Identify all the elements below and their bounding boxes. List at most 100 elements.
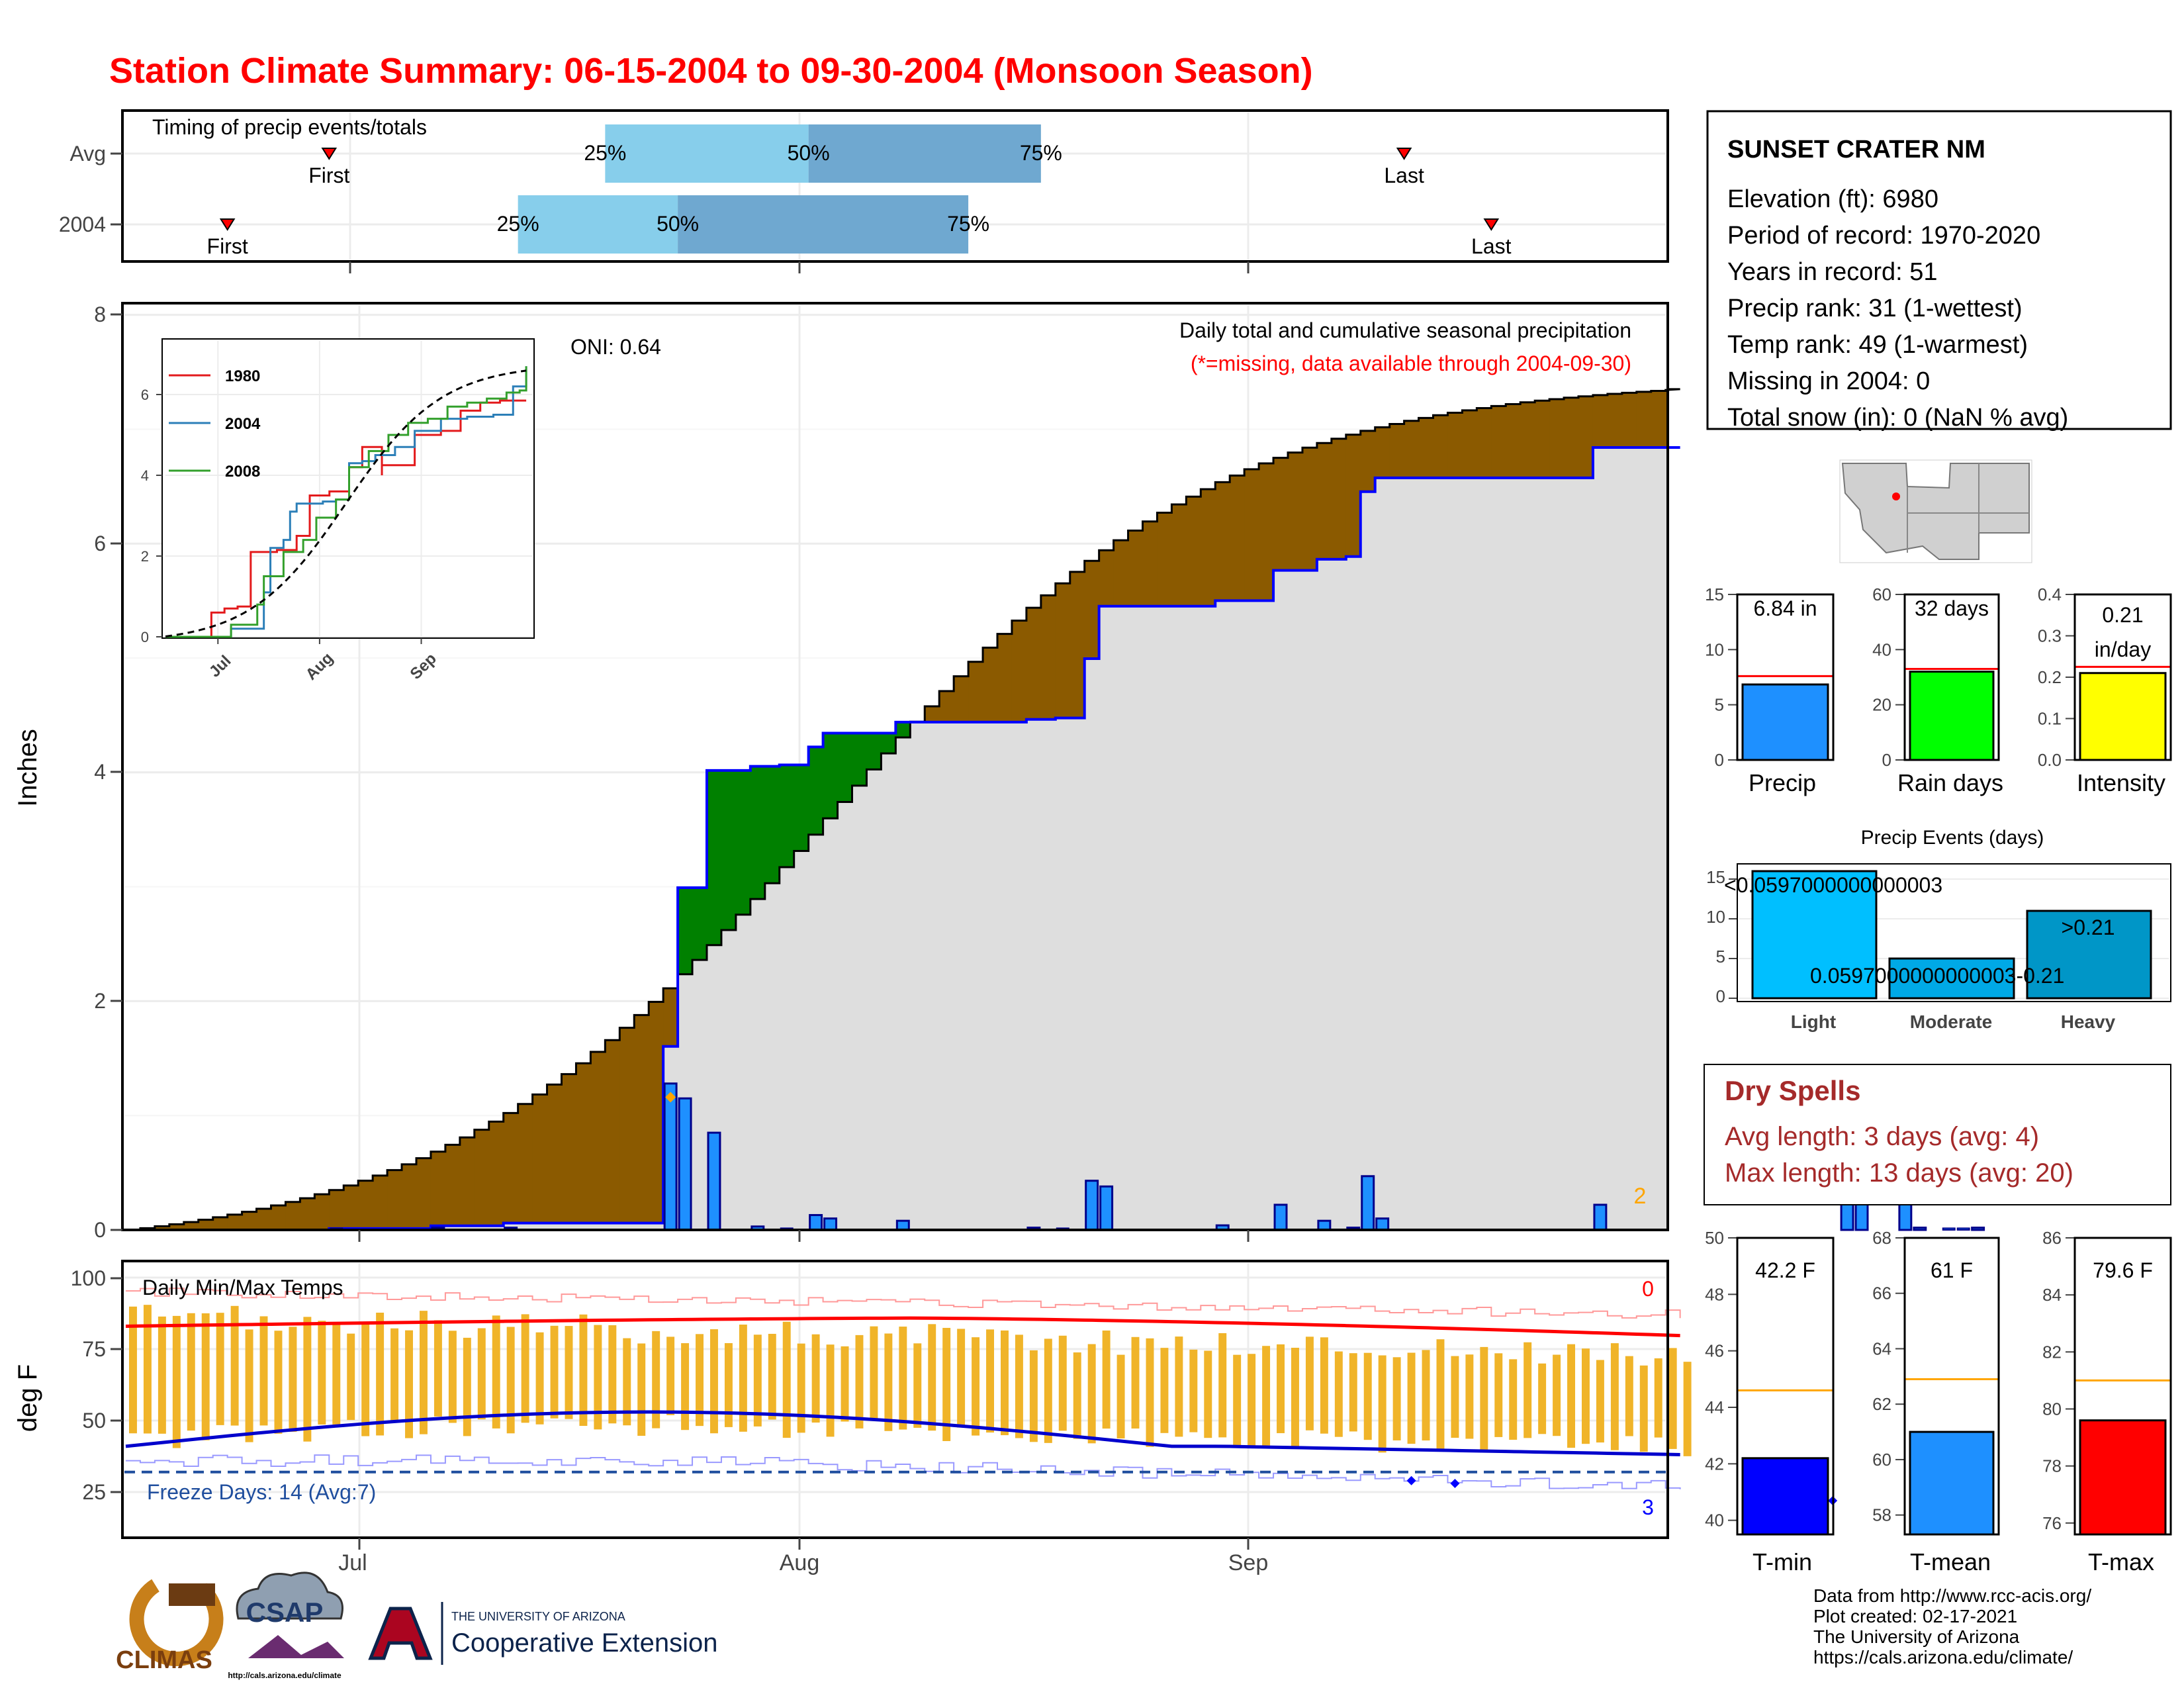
summary-value-label: 32 days [1915,596,1989,620]
daily-temp-bar [289,1327,297,1432]
daily-temp-bar [245,1329,253,1442]
daily-temp-bar [420,1311,428,1434]
temp-summary-value-label: 42.2 F [1755,1258,1815,1282]
daily-temp-bar [390,1328,399,1422]
daily-temp-bar [1436,1339,1445,1450]
below-normal-area [256,1208,271,1230]
above-normal-area [779,765,795,867]
summary-frame [2073,593,2172,761]
temp-summary-ytick: 66 [1872,1284,1891,1303]
temp-summary-bar-2 [2079,1419,2167,1536]
record-low-line [126,1454,1681,1489]
daily-temp-bar [565,1326,573,1419]
below-normal-area [1128,530,1143,606]
daily-temp-bar [768,1333,776,1420]
below-normal-area [1564,397,1579,478]
timing-bar-q1 [518,195,678,254]
daily-temp-bar [1480,1346,1488,1452]
temp-summary-frame [1903,1237,2000,1536]
below-normal-area [1462,410,1477,478]
below-normal-area [1389,424,1405,478]
below-normal-area [373,1175,388,1229]
events-ytick-15: 15 [1706,867,1725,887]
inset-ytick-6: 6 [141,387,149,403]
below-normal-area [503,1113,519,1223]
above-normal-area [823,733,839,819]
temp-count-top: 0 [1642,1277,1654,1301]
temp-summary-ytick: 46 [1705,1341,1724,1361]
daily-temp-bar [1378,1355,1387,1453]
climas-logo: CLIMAS [116,1579,224,1674]
below-normal-area [314,1194,330,1230]
summary-ytick: 60 [1872,585,1891,604]
inset-ytick-0: 0 [141,629,149,645]
below-normal-area [634,1015,649,1223]
daily-temp-bar [1305,1336,1314,1430]
daily-temp-bar [187,1313,195,1431]
temp-summary-value-label: 61 F [1931,1258,1973,1282]
daily-precip-bar [1913,1227,1927,1231]
below-normal-area [242,1211,257,1230]
daily-temp-bar [463,1337,471,1436]
summary-raindays-label: Rain days [1897,769,2003,796]
temp-summary-ytick: 42 [1705,1454,1724,1474]
below-normal-area [1201,489,1216,606]
ua-line1: THE UNIVERSITY OF ARIZONA [451,1610,625,1623]
temp-ytick-75: 75 [82,1337,106,1361]
below-normal-area [488,1121,504,1226]
daily-temp-bar [376,1313,385,1436]
timing-bar-q1 [605,124,809,183]
below-normal-area [547,1084,562,1223]
dry-spells-title: Dry Spells [1725,1075,1860,1106]
dry-spells: Dry Spells Avg length: 3 days (avg: 4) M… [1704,1064,2171,1205]
below-normal-area [1651,391,1666,448]
temp-summary-ytick: 84 [2042,1285,2062,1305]
summary-ytick: 0.0 [2038,750,2062,770]
heavy-event-marker [665,1092,676,1103]
station-precip-rank: Precip rank: 31 (1-wettest) [1727,295,2023,322]
daily-temp-bar [1538,1363,1547,1434]
daily-temp-bar [1349,1353,1357,1432]
summary-bars: 0 5 10 15 6.84 in 0 20 40 60 32 days 0.0 0.1 0.2 0.… [1705,585,2172,796]
timing-panel: 25% 50% 75% First Last 25% 50% 75% First Last Tim… [59,109,1669,273]
above-normal-area [707,770,722,945]
ytick-4: 4 [94,760,106,784]
daily-precip-bar [823,1217,838,1231]
summary-ytick: 40 [1872,639,1891,659]
event-bar-heavy [2026,910,2152,1000]
footer: Data from http://www.rcc-acis.org/ Plot … [1813,1585,2091,1667]
daily-temp-bar [884,1333,893,1431]
summary-frame [1903,593,2000,761]
daily-temp-bar [172,1315,181,1448]
events-light-label: Light [1791,1011,1836,1032]
summary-ytick: 0.4 [2038,585,2062,604]
below-normal-area [1244,469,1259,601]
temp-summary-ytick: 64 [1872,1338,1891,1358]
events-ytick-0: 0 [1716,986,1725,1006]
below-normal-area [169,1224,185,1230]
below-normal-area [1069,571,1085,718]
timing-label: Timing of precip events/totals [152,115,427,139]
daily-temp-bar [1320,1337,1328,1434]
avg-high-line [125,1316,1680,1338]
temp-count-bottom: 3 [1642,1495,1654,1519]
above-normal-area [750,766,766,900]
below-normal-area [1477,408,1492,478]
daily-temp-bar [1277,1344,1285,1434]
ytick-0: 0 [94,1218,106,1242]
below-normal-area [1215,482,1230,601]
temp-summary-ytick: 78 [2042,1456,2062,1476]
below-normal-area [1404,420,1420,478]
below-normal-area [997,633,1013,722]
daily-temp-bar [521,1314,529,1423]
summary-ytick: 15 [1705,585,1724,604]
ua-line2: Cooperative Extension [451,1628,717,1658]
daily-precip-bar [1273,1203,1288,1231]
daily-temp-bar [957,1329,966,1428]
daily-temp-bar [259,1316,268,1426]
daily-temp-bar [1102,1330,1111,1429]
events-heavy-label: Heavy [2061,1011,2116,1032]
below-normal-area [1491,406,1506,478]
below-normal-area [271,1205,286,1230]
below-normal-area [1157,512,1172,606]
